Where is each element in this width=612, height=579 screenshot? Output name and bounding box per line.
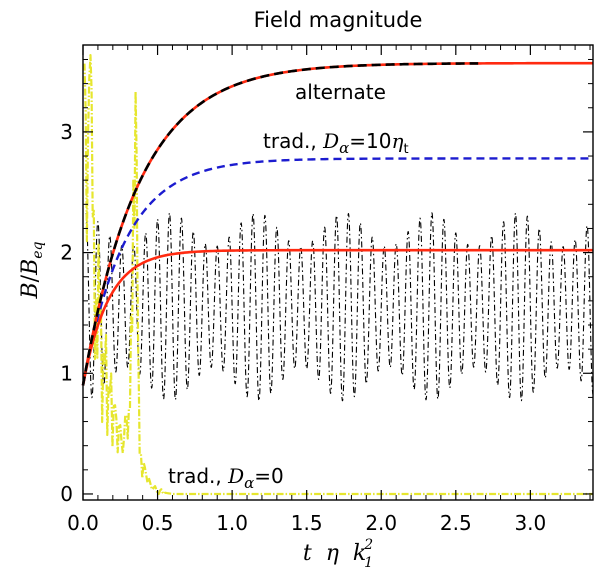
x-tick-label-6: 3.0 [514,511,546,535]
plot-area: 0.0 0.5 1.0 1.5 2.0 2.5 3.0 0 1 2 3 [60,44,594,535]
x-tick-label-5: 2.5 [440,511,472,535]
y-tick-label-3: 3 [60,120,73,144]
annotation-alternate: alternate [295,80,386,104]
series-line-2 [81,157,593,386]
y-axis-label: B/Beq [18,241,46,299]
series-line-0 [85,212,594,402]
axes-frame [82,44,594,501]
y-tick-label-2: 2 [60,241,73,265]
annotation-trad-d10: trad., Dα=10ηt [263,129,409,157]
x-tick-label-0: 0.0 [67,511,99,535]
x-tick-label-1: 0.5 [142,511,174,535]
x-tick-label-2: 1.0 [216,511,248,535]
annotation-trad-d0: trad., Dα=0 [168,464,284,492]
chart-title: Field magnitude [254,8,423,32]
svg-text:B/Beq: B/Beq [18,241,46,299]
x-tick-label-3: 1.5 [291,511,323,535]
y-tick-label-1: 1 [60,361,73,385]
series-line-3 [81,248,593,386]
series-line-1 [83,54,593,496]
y-tick-label-0: 0 [60,482,73,506]
x-tick-label-4: 2.0 [365,511,397,535]
series-line-5 [81,62,479,386]
series-line-4 [81,61,593,386]
x-axis-label: t η k2 1 [303,537,373,571]
